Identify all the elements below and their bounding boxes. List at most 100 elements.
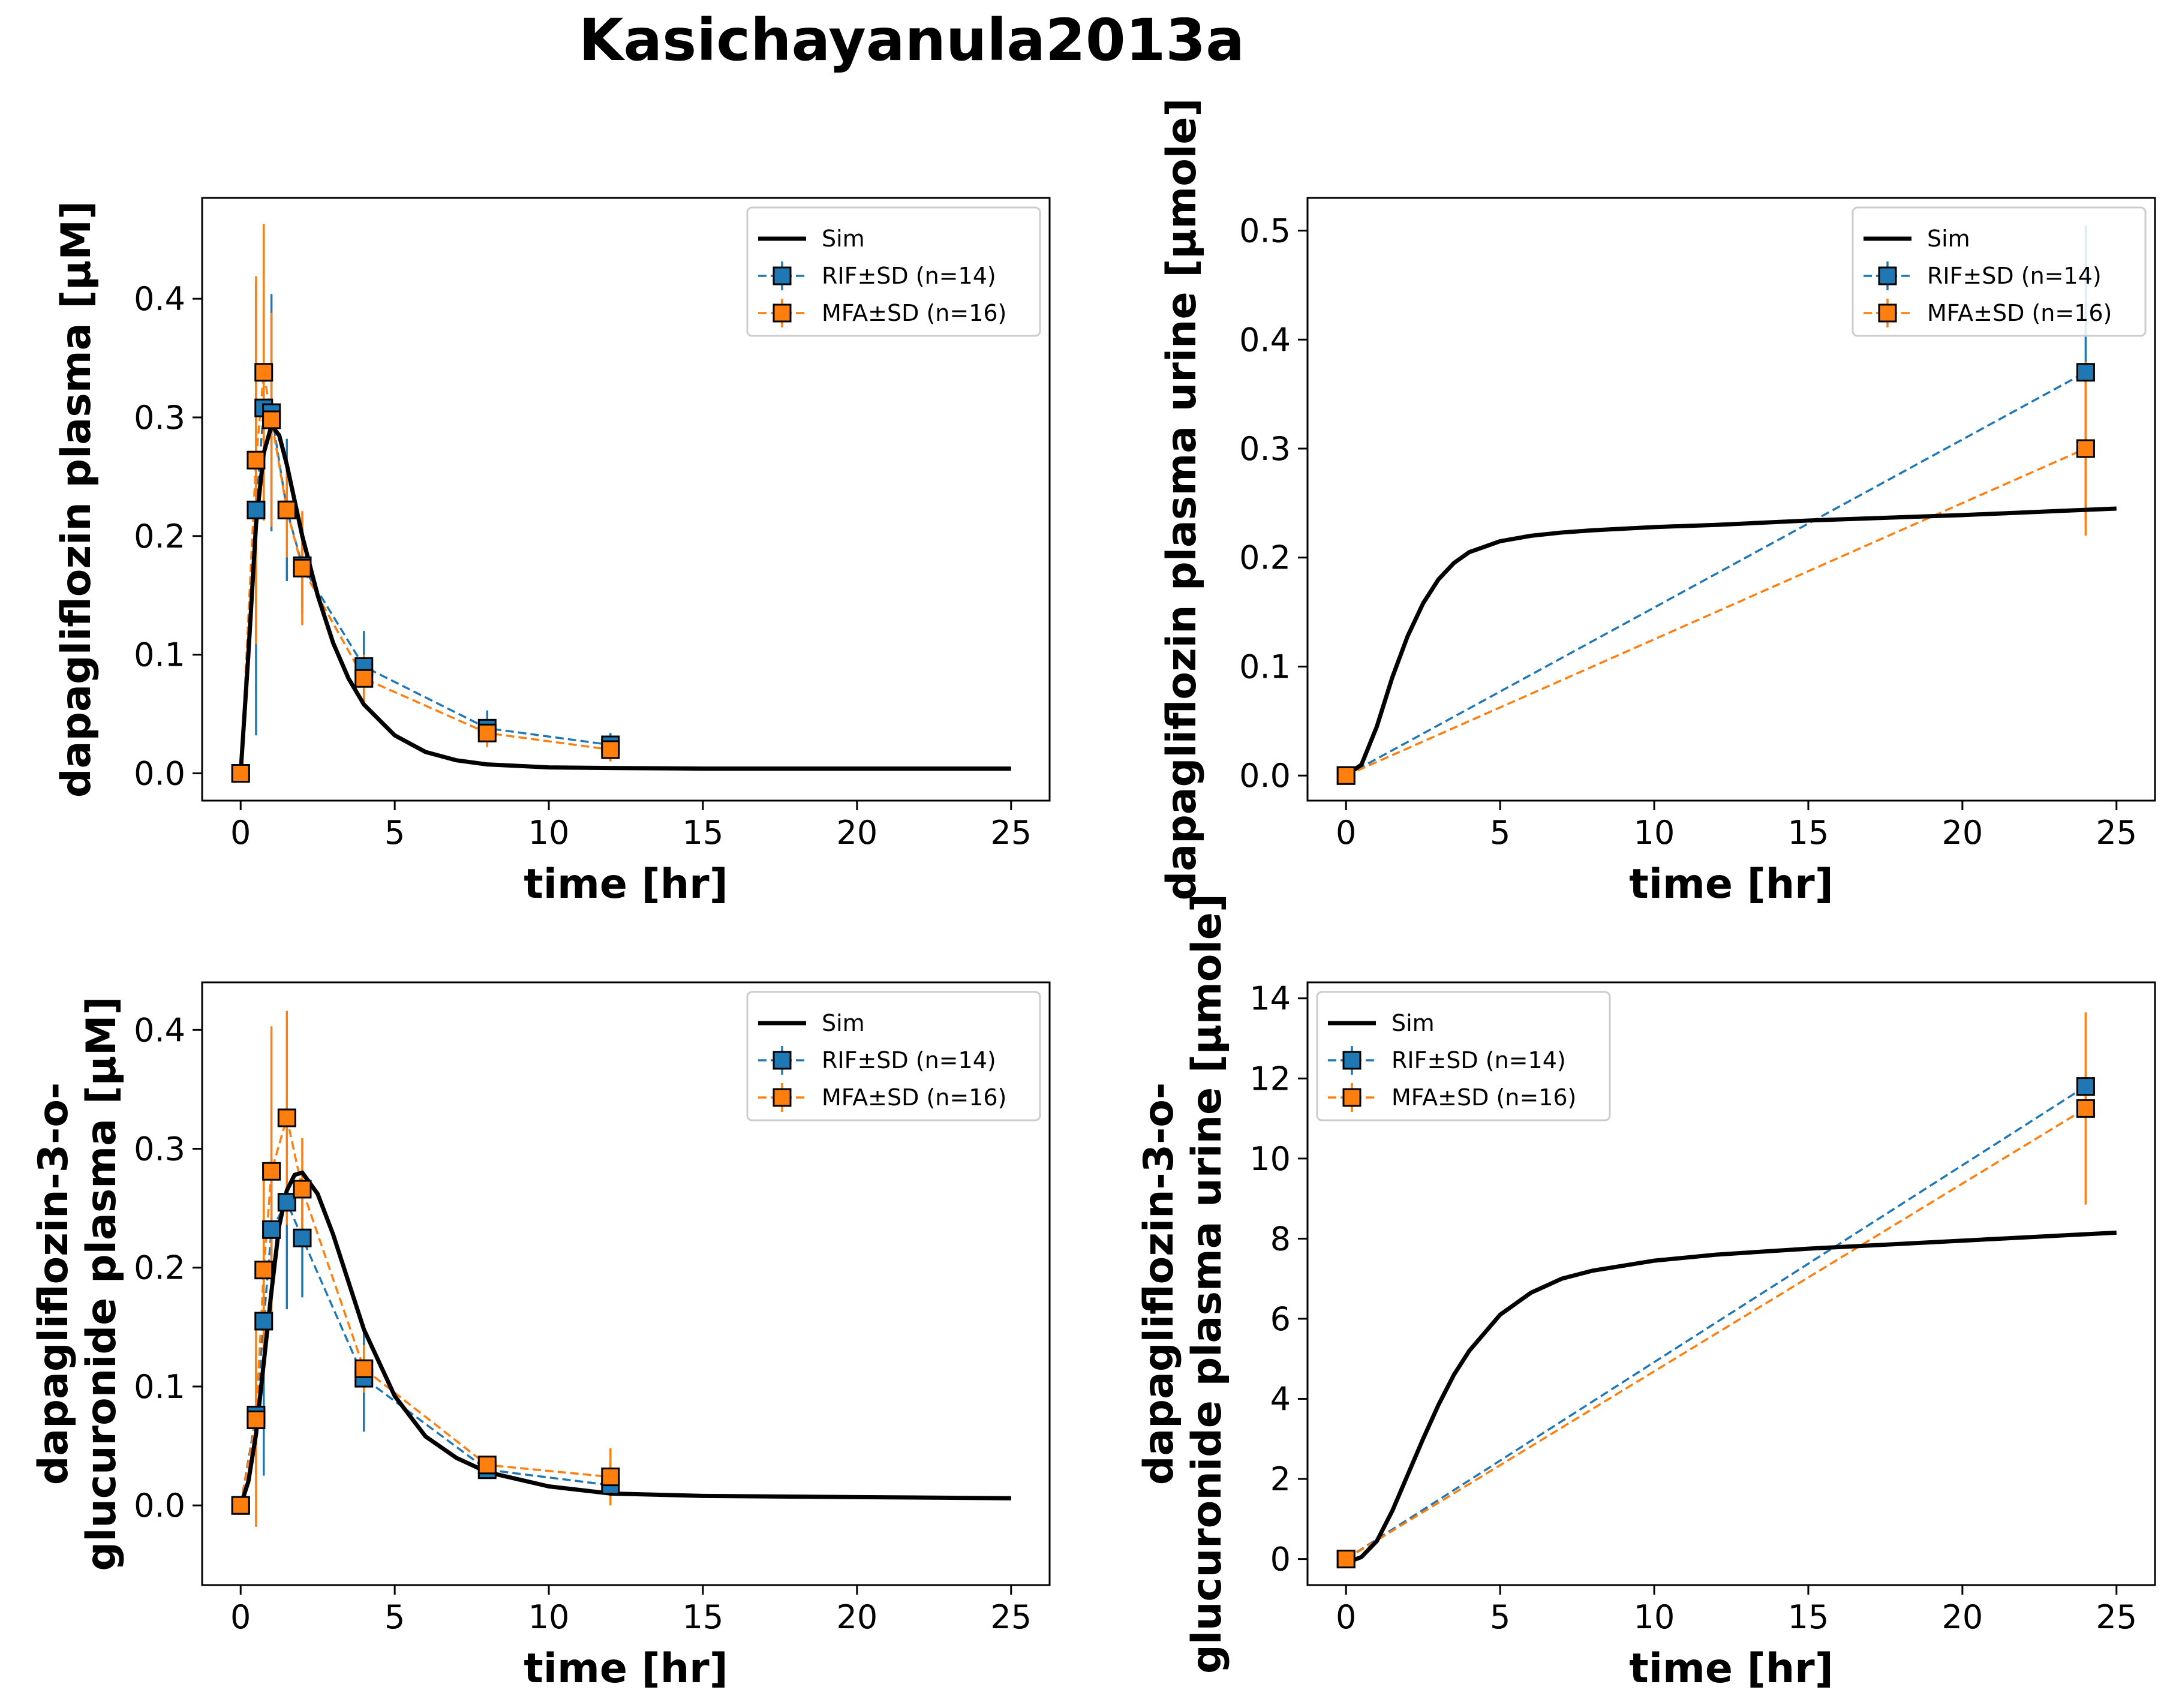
x-tick-label: 20: [837, 1598, 878, 1636]
y-tick-label: 6: [1270, 1300, 1291, 1338]
legend-sim-label: Sim: [822, 1010, 865, 1036]
legend-marker-swatch: [773, 303, 792, 323]
data-point-mfa: [477, 723, 497, 742]
legend-series-label: RIF±SD (n=14): [822, 263, 996, 289]
data-point-rif: [254, 1312, 273, 1331]
y-tick-label: 0.2: [134, 518, 185, 555]
data-point-mfa: [601, 740, 620, 759]
legend-sim-label: Sim: [1391, 1010, 1435, 1036]
x-tick-label: 5: [384, 814, 405, 852]
legend-series-label: RIF±SD (n=14): [1391, 1047, 1566, 1073]
sim-curve: [238, 1170, 1011, 1506]
plot-area: [1336, 1012, 2117, 1569]
x-tick-label: 0: [1336, 1598, 1356, 1636]
data-point-mfa: [277, 500, 296, 519]
legend-series-label: RIF±SD (n=14): [822, 1047, 996, 1073]
panel-glucuronide-plasma: 0 5 10 15 20 25 0.0 0.1 0.2 0.3 0.4 time [hr] dapagl…: [30, 981, 1051, 1692]
x-axis-label: time [hr]: [1629, 1645, 1834, 1692]
panel-glucuronide-urine: 0 5 10 15 20 25 0 2 4 6 8 10 12 14 time [hr] dapagliflo…: [1135, 894, 2156, 1692]
legend-frame: [1852, 206, 2147, 337]
x-tick-label: 20: [837, 814, 878, 852]
y-tick-label: 0: [1270, 1541, 1291, 1578]
x-tick-label: 10: [1634, 1598, 1675, 1636]
legend-marker-swatch: [1342, 1051, 1361, 1070]
x-axis-label: time [hr]: [1629, 861, 1834, 908]
y-axis-label: dapagliflozin plasma [µM]: [53, 201, 100, 798]
series-line-rif: [1345, 371, 2087, 777]
sim-curve: [1345, 1230, 2117, 1565]
data-point-mfa: [1336, 1550, 1356, 1569]
data-point-mfa: [254, 363, 273, 382]
data-point-mfa: [477, 1456, 497, 1475]
y-tick-label: 0.1: [1239, 648, 1291, 685]
x-axis-label: time [hr]: [524, 861, 728, 908]
data-point-rif: [247, 500, 266, 519]
data-point-mfa: [231, 1496, 250, 1515]
x-tick-label: 0: [1336, 814, 1356, 852]
legend: Sim RIF±SD (n=14) MFA±SD (n=16): [746, 991, 1041, 1121]
data-point-mfa: [293, 558, 312, 578]
x-tick-label: 0: [230, 814, 251, 852]
legend: Sim RIF±SD (n=14) MFA±SD (n=16): [746, 206, 1041, 337]
y-tick-label: 0.4: [134, 1011, 185, 1049]
x-tick-label: 10: [528, 814, 570, 852]
x-tick-label: 10: [528, 1598, 570, 1636]
y-tick-label: 0.0: [1239, 757, 1291, 795]
axes-frame: [1306, 981, 2156, 1586]
data-point-mfa: [2076, 1099, 2095, 1118]
legend-frame: [746, 206, 1041, 337]
panel-dapagliflozin-plasma: 0 5 10 15 20 25 0.0 0.1 0.2 0.3 0.4 time [hr] dapagl…: [53, 197, 1051, 908]
x-tick-label: 20: [1942, 814, 1983, 852]
legend-marker-swatch: [773, 266, 792, 285]
data-point-mfa: [247, 450, 266, 470]
series-line-mfa: [1345, 1107, 2087, 1560]
data-point-rif: [293, 1228, 312, 1247]
legend-series-label: MFA±SD (n=16): [822, 300, 1006, 326]
sim-curve: [238, 423, 1011, 774]
legend: Sim RIF±SD (n=14) MFA±SD (n=16): [1852, 206, 2147, 337]
legend-series-label: MFA±SD (n=16): [1927, 300, 2112, 326]
legend-marker-swatch: [773, 1051, 792, 1070]
x-tick-label: 15: [683, 1598, 724, 1636]
data-point-mfa: [1336, 766, 1356, 785]
series-line-mfa: [239, 372, 611, 774]
x-axis-label: time [hr]: [524, 1645, 728, 1692]
data-point-mfa: [354, 669, 374, 688]
legend-sim-label: Sim: [822, 225, 865, 252]
plot-area: [231, 1011, 1011, 1527]
y-axis-label-line2: glucuronide plasma urine [µmole]: [1183, 894, 1231, 1674]
y-axis-label-line1: dapagliflozin-3-o-: [1135, 1082, 1183, 1486]
y-tick-label: 0.2: [1239, 539, 1291, 577]
sim-curve: [1345, 506, 2117, 778]
legend-sim-label: Sim: [1927, 225, 1970, 252]
y-tick-label: 0.4: [1239, 321, 1291, 359]
x-tick-label: 20: [1942, 1598, 1983, 1636]
data-point-rif: [262, 1220, 281, 1239]
y-tick-label: 10: [1249, 1140, 1291, 1178]
legend-marker-swatch: [1878, 266, 1897, 285]
y-tick-label: 0.1: [134, 1368, 185, 1406]
figure-title: Kasichayanula2013a: [579, 7, 1245, 74]
y-tick-label: 0.0: [134, 1487, 185, 1524]
data-point-mfa: [277, 1108, 296, 1127]
y-tick-label: 8: [1270, 1220, 1291, 1258]
y-tick-label: 0.5: [1239, 212, 1291, 250]
data-point-mfa: [354, 1359, 374, 1378]
y-axis-label-line2: glucuronide plasma [µM]: [78, 996, 125, 1571]
legend-series-label: MFA±SD (n=16): [822, 1084, 1006, 1111]
data-point-mfa: [247, 1410, 266, 1429]
series-line-rif: [1345, 1085, 2087, 1560]
legend-frame: [746, 991, 1041, 1121]
x-tick-label: 5: [384, 1598, 405, 1636]
data-point-rif: [2076, 363, 2095, 382]
legend-marker-swatch: [1342, 1088, 1361, 1107]
y-tick-label: 2: [1270, 1460, 1291, 1498]
series-line-rif: [239, 406, 611, 774]
x-tick-label: 5: [1490, 1598, 1510, 1636]
axes-frame: [201, 197, 1051, 802]
x-tick-label: 25: [2096, 1598, 2137, 1636]
data-point-mfa: [254, 1261, 273, 1280]
x-tick-label: 15: [683, 814, 724, 852]
data-point-mfa: [293, 1180, 312, 1199]
